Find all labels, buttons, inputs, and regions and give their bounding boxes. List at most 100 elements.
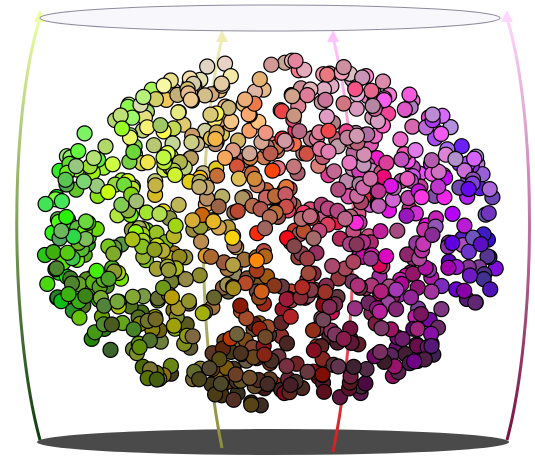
color-dot — [299, 250, 316, 267]
color-dot — [301, 208, 319, 225]
color-dot — [259, 375, 276, 393]
color-dot — [253, 283, 270, 300]
color-dot — [166, 166, 184, 184]
color-dot — [447, 150, 464, 168]
color-dot — [104, 156, 121, 173]
color-dot — [374, 73, 392, 90]
color-dot — [206, 289, 223, 306]
color-dot — [356, 146, 373, 163]
color-dot — [125, 143, 142, 160]
color-dot — [210, 198, 227, 215]
color-dot — [320, 143, 337, 160]
color-dot — [404, 118, 421, 135]
color-dot — [460, 180, 477, 198]
color-dot — [177, 271, 194, 288]
color-dot — [248, 252, 265, 269]
color-dot — [370, 197, 387, 214]
color-dot — [317, 283, 334, 301]
color-dot — [224, 229, 241, 246]
color-dots-layer — [36, 52, 504, 414]
color-dot — [264, 162, 281, 179]
color-dot — [146, 241, 163, 258]
color-dot — [191, 267, 208, 284]
color-dot — [299, 363, 316, 380]
color-dot — [392, 131, 409, 148]
color-dot — [278, 357, 295, 375]
color-dot — [480, 205, 497, 222]
color-dot — [241, 369, 258, 386]
color-dot — [225, 391, 242, 408]
color-dot — [95, 297, 113, 314]
color-dot — [202, 106, 219, 123]
color-dot — [213, 75, 230, 92]
color-dot — [53, 193, 71, 210]
color-dot — [388, 281, 405, 298]
color-dot — [75, 173, 93, 190]
color-dot — [398, 207, 415, 224]
color-dot — [147, 311, 164, 328]
color-dot — [402, 289, 419, 306]
color-dot — [299, 86, 316, 104]
color-dot — [85, 149, 102, 167]
color-dot — [147, 177, 164, 194]
color-dot — [433, 301, 450, 318]
color-dot — [348, 127, 365, 144]
right-rod-line — [505, 17, 531, 441]
color-dot — [224, 256, 242, 274]
color-dot — [76, 125, 93, 142]
color-dot — [330, 181, 347, 198]
color-dot — [184, 328, 201, 345]
color-dot — [389, 222, 406, 239]
color-dot — [67, 158, 85, 175]
color-dot — [394, 330, 411, 348]
color-dot — [223, 113, 240, 130]
color-dot — [53, 222, 70, 239]
color-dot — [232, 297, 249, 314]
color-dot — [413, 189, 430, 206]
color-dot — [180, 293, 197, 310]
color-dot — [335, 95, 352, 112]
color-dot — [236, 91, 254, 108]
color-dot — [461, 267, 479, 284]
color-dot — [348, 236, 365, 253]
color-dot — [354, 69, 371, 86]
color-dot — [194, 305, 211, 322]
color-dot — [193, 233, 210, 250]
color-dot — [88, 262, 105, 279]
color-dot — [165, 317, 183, 334]
color-dot — [246, 170, 263, 187]
color-dot — [102, 341, 119, 358]
color-dot — [205, 213, 222, 230]
color-dot — [423, 152, 440, 169]
color-dot — [148, 371, 165, 388]
color-dot — [135, 88, 152, 106]
color-dot — [456, 282, 473, 299]
color-dot — [182, 91, 199, 108]
color-dot — [113, 120, 131, 137]
color-dot — [202, 248, 220, 265]
color-dot — [324, 257, 341, 275]
color-dot — [373, 320, 390, 337]
color-dot — [124, 288, 141, 305]
color-dot — [406, 353, 423, 370]
color-dot — [212, 375, 229, 392]
color-dot — [401, 86, 418, 103]
color-dot — [345, 358, 362, 375]
color-dot — [330, 358, 347, 375]
color-dot — [433, 125, 450, 142]
color-dot — [229, 203, 246, 220]
color-dot — [209, 167, 226, 184]
color-dot — [103, 316, 120, 333]
color-dot — [183, 134, 200, 151]
color-dot — [371, 303, 388, 320]
color-dot — [444, 234, 461, 252]
color-dot — [77, 213, 95, 230]
color-dot — [125, 321, 142, 338]
color-dot — [139, 119, 156, 136]
color-dot — [423, 283, 440, 300]
color-dot — [282, 376, 299, 394]
color-dot — [362, 170, 379, 187]
color-dot — [472, 236, 489, 253]
color-dot — [227, 366, 244, 383]
